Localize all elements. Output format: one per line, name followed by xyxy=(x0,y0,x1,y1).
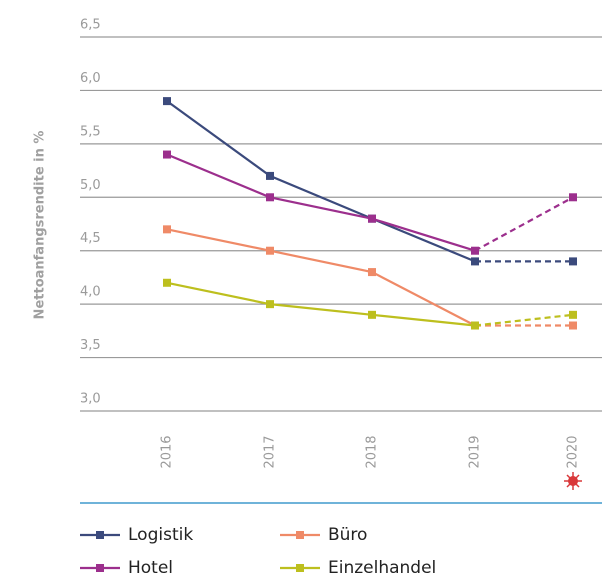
legend-label: Büro xyxy=(328,525,367,545)
marker xyxy=(163,278,171,287)
marker xyxy=(471,257,479,266)
marker xyxy=(569,257,577,266)
marker xyxy=(266,300,274,309)
line xyxy=(166,228,476,327)
y-axis-label: Nettoanfangsrendite in % xyxy=(33,131,48,320)
legend-marker xyxy=(96,531,104,539)
y-tick-label: 4,5 xyxy=(80,231,101,246)
line-dashed xyxy=(474,313,574,327)
y-tick-label: 5,5 xyxy=(80,124,101,139)
marker xyxy=(368,214,376,223)
marker xyxy=(163,97,171,106)
marker xyxy=(163,150,171,159)
line xyxy=(166,100,476,263)
line xyxy=(166,281,476,327)
y-tick-label: 6,0 xyxy=(80,71,101,86)
marker xyxy=(266,193,274,202)
marker xyxy=(471,321,479,330)
marker xyxy=(266,246,274,255)
legend-marker xyxy=(296,564,304,572)
y-tick-label: 3,5 xyxy=(80,338,101,353)
marker xyxy=(471,246,479,255)
marker xyxy=(266,171,274,180)
x-tick-label: 2017 xyxy=(263,435,278,468)
legend-marker xyxy=(296,531,304,539)
y-tick-label: 5,0 xyxy=(80,178,101,193)
marker xyxy=(368,310,376,319)
x-tick-label: 2018 xyxy=(365,435,380,468)
legend-label: Logistik xyxy=(128,525,193,545)
legend-label: Einzelhandel xyxy=(328,558,436,578)
y-tick-label: 4,0 xyxy=(80,285,101,300)
line xyxy=(166,153,476,252)
y-tick-label: 3,0 xyxy=(80,392,101,407)
x-tick-label: 2020 xyxy=(566,435,581,468)
marker xyxy=(569,310,577,319)
y-tick-label: 6,5 xyxy=(80,18,101,33)
marker xyxy=(163,225,171,234)
marker xyxy=(569,193,577,202)
marker xyxy=(368,268,376,277)
marker xyxy=(569,321,577,330)
virus-icon xyxy=(564,472,582,490)
legend-label: Hotel xyxy=(128,558,173,578)
x-tick-label: 2019 xyxy=(468,435,483,468)
line-dashed xyxy=(474,196,574,252)
legend-marker xyxy=(96,564,104,572)
x-tick-label: 2016 xyxy=(160,435,175,468)
